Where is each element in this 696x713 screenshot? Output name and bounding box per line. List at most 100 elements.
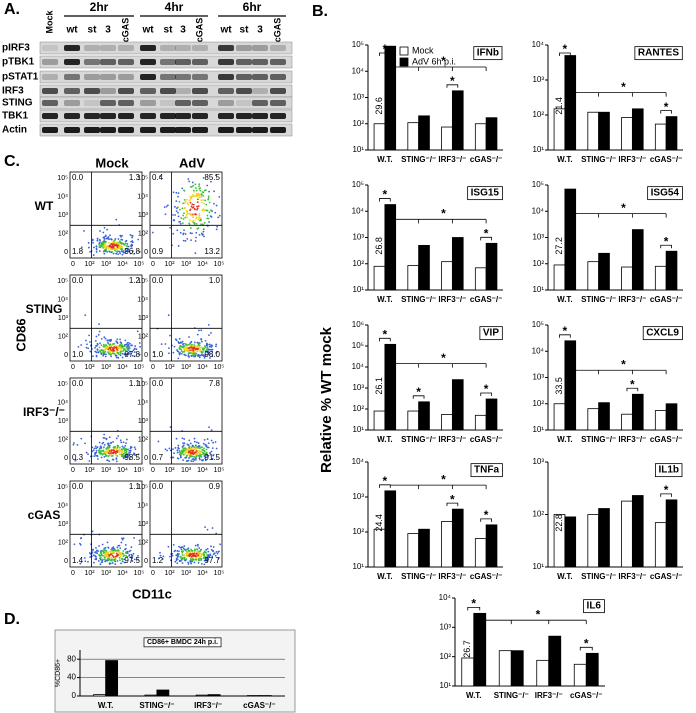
event-dot <box>98 545 100 547</box>
event-dot <box>214 174 217 177</box>
bar <box>564 340 577 431</box>
event-dot <box>110 245 113 248</box>
y-tick-label: 10¹ <box>532 145 544 154</box>
significance-mark: * <box>621 201 626 215</box>
blot-band <box>252 100 268 106</box>
y-tick-label: 10² <box>532 399 544 408</box>
event-dot <box>119 352 122 355</box>
y-tick-label: 0 <box>64 558 68 565</box>
event-dot <box>115 354 118 357</box>
event-dot <box>179 341 182 344</box>
y-tick-label: 10¹ <box>532 285 544 294</box>
event-dot <box>192 206 195 208</box>
quadrant-value: 1.0 <box>209 276 221 285</box>
event-dot <box>99 557 102 559</box>
event-dot <box>210 332 212 334</box>
event-dot <box>121 352 124 355</box>
bracket <box>660 110 672 114</box>
event-dot <box>109 338 112 341</box>
event-dot <box>190 239 192 241</box>
bar <box>418 245 430 291</box>
event-dot <box>204 459 207 462</box>
event-dot <box>214 554 217 557</box>
significance-mark: * <box>563 324 568 338</box>
event-dot <box>186 450 189 453</box>
event-dot <box>181 351 184 353</box>
bar <box>441 521 453 568</box>
bracket <box>379 52 391 56</box>
x-tick-label: 10⁴ <box>197 261 208 268</box>
blot-band <box>218 59 234 65</box>
bracket <box>412 395 425 399</box>
event-dot <box>203 347 206 350</box>
blot-band <box>236 127 252 133</box>
y-tick-label: 10⁴ <box>352 457 365 466</box>
event-dot <box>102 246 105 249</box>
quadrant-value: 0.3 <box>72 453 84 462</box>
event-dot <box>121 445 124 448</box>
event-dot <box>206 454 208 457</box>
event-dot <box>207 324 210 326</box>
event-dot <box>79 562 82 565</box>
event-dot <box>184 233 187 235</box>
event-dot <box>196 441 198 444</box>
event-dot <box>189 345 191 347</box>
event-dot <box>178 200 181 203</box>
blot-band <box>252 113 268 119</box>
event-dot <box>176 206 179 209</box>
event-dot <box>96 552 99 555</box>
event-dot <box>210 429 213 432</box>
event-dot <box>183 556 186 559</box>
event-dot <box>94 346 96 349</box>
event-dot <box>151 231 154 234</box>
quadrant-value: 0.0 <box>72 276 84 285</box>
event-dot <box>187 178 190 180</box>
lane-label: cGAS <box>120 18 130 43</box>
event-dot <box>106 250 109 253</box>
legend-label: Mock <box>412 45 434 55</box>
event-dot <box>195 453 197 455</box>
event-dot <box>104 235 107 238</box>
blot-band <box>140 127 156 133</box>
event-dot <box>200 199 203 202</box>
event-dot <box>115 252 118 255</box>
event-dot <box>204 350 207 353</box>
y-tick-label: 10³ <box>532 75 544 84</box>
event-dot <box>88 460 91 462</box>
event-dot <box>182 442 184 445</box>
bar <box>441 414 453 431</box>
column-header: Mock <box>95 155 129 170</box>
y-tick-label: 10³ <box>58 212 69 219</box>
event-dot <box>117 435 120 437</box>
event-dot <box>84 442 86 445</box>
blot-band <box>192 88 208 94</box>
event-dot <box>115 552 118 555</box>
legend-label: AdV 6h p.i. <box>412 56 456 66</box>
blot-band <box>160 59 176 65</box>
blot-band <box>118 59 134 65</box>
event-dot <box>138 353 141 356</box>
bar <box>654 522 667 568</box>
event-dot <box>177 457 180 460</box>
event-dot <box>202 552 205 554</box>
event-dot <box>96 455 99 458</box>
event-dot <box>124 242 127 245</box>
bracket <box>570 369 667 375</box>
event-dot <box>215 343 218 346</box>
event-dot <box>206 209 209 212</box>
event-dot <box>203 455 206 457</box>
bracket <box>379 484 391 488</box>
event-dot <box>111 244 114 247</box>
event-dot <box>107 455 110 458</box>
event-dot <box>109 343 112 346</box>
event-dot <box>198 445 201 447</box>
event-dot <box>203 555 206 558</box>
chart-title: IL1b <box>658 465 679 476</box>
event-dot <box>216 350 218 353</box>
event-dot <box>210 346 213 348</box>
bar <box>384 343 397 431</box>
event-dot <box>118 554 121 557</box>
event-dot <box>121 538 124 541</box>
event-dot <box>120 349 123 352</box>
event-dot <box>128 449 131 452</box>
